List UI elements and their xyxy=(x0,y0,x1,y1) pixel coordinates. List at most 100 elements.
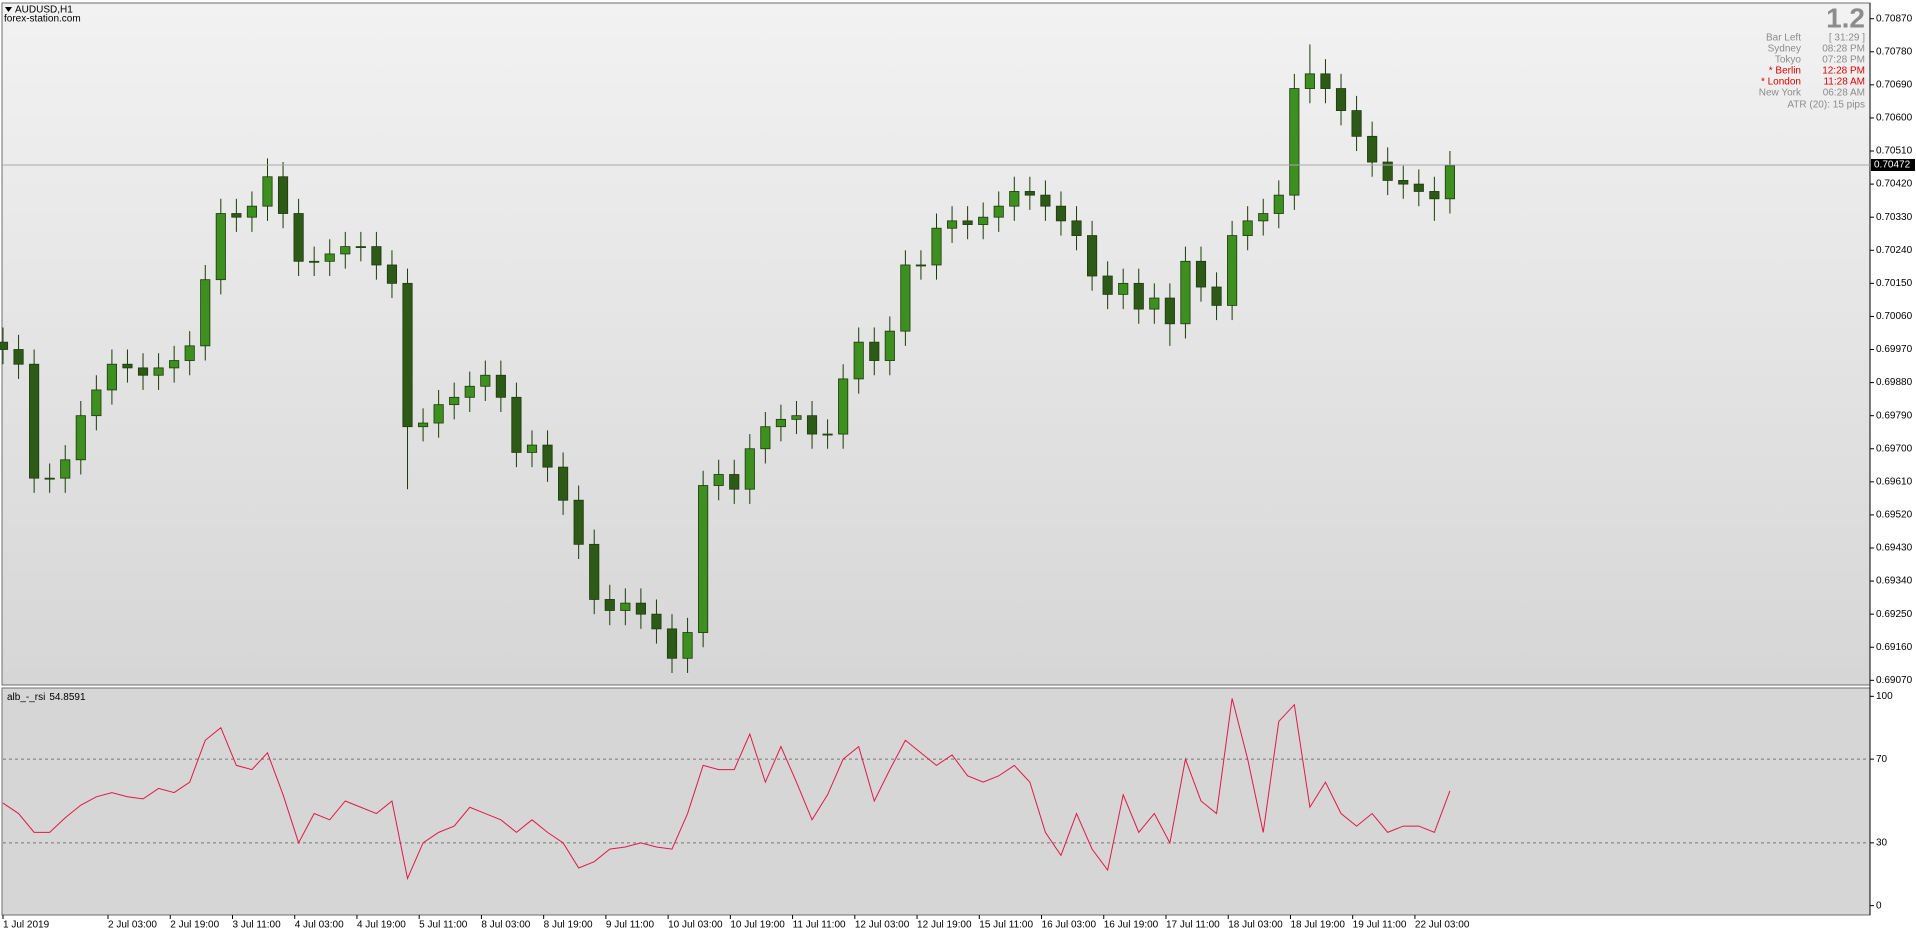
candle-body xyxy=(869,341,880,361)
candle-body xyxy=(91,389,102,417)
x-tick-label: 12 Jul 19:00 xyxy=(917,920,972,931)
candle-body xyxy=(915,264,927,267)
indicator-pane xyxy=(1,687,1871,916)
indicator-line xyxy=(2,698,1451,881)
y-tick-label: 0.69070 xyxy=(1876,675,1913,686)
y-tick-label: 0.69340 xyxy=(1876,576,1913,587)
x-tick-label: 10 Jul 03:00 xyxy=(668,920,723,931)
indicator-label: alb_-_rsi 54.8591 xyxy=(7,692,86,703)
y-tick-label: 0.70510 xyxy=(1876,146,1913,157)
candle-body xyxy=(137,367,149,376)
candle-body xyxy=(589,543,600,600)
candle-body xyxy=(480,374,491,387)
x-tick-label: 18 Jul 03:00 xyxy=(1228,920,1283,931)
y-tick-label: 0.69520 xyxy=(1876,510,1913,521)
candle-body xyxy=(822,433,833,436)
x-tick-label: 12 Jul 03:00 xyxy=(855,920,910,931)
candle-body xyxy=(1071,220,1082,236)
y-tick-label: 0.69250 xyxy=(1876,609,1913,620)
candle-body xyxy=(806,415,818,435)
x-tick-label: 9 Jul 11:00 xyxy=(606,920,655,931)
candle-body xyxy=(620,602,631,611)
x-tick-label: 10 Jul 19:00 xyxy=(730,920,785,931)
info-value: 11:28 AM xyxy=(1823,77,1865,88)
candle-body xyxy=(635,602,646,615)
y-tick-label: 0.70240 xyxy=(1876,245,1913,256)
y-tick-label: 0.69160 xyxy=(1876,642,1913,653)
candle-body xyxy=(946,220,958,229)
info-value: 06:28 AM xyxy=(1823,88,1865,99)
candle-body xyxy=(1242,220,1253,236)
candle-body xyxy=(246,205,258,218)
candle-body xyxy=(200,279,211,347)
main-pane xyxy=(1,2,1871,686)
candle-body xyxy=(122,363,133,369)
y-tick-label: 0.70060 xyxy=(1876,311,1913,322)
candle-body xyxy=(1367,135,1378,163)
candle-body xyxy=(1304,73,1315,89)
candle-body xyxy=(1413,183,1424,192)
candle-body xyxy=(60,459,71,479)
y-tick-label: 0.70150 xyxy=(1876,278,1913,289)
candle-body xyxy=(277,176,289,214)
candle-body xyxy=(1102,275,1113,295)
candle-body xyxy=(44,477,55,480)
candle-body xyxy=(75,415,86,461)
candle-body xyxy=(682,632,693,659)
x-tick-label: 2 Jul 03:00 xyxy=(108,920,157,931)
candle-body xyxy=(791,415,802,420)
x-tick-label: 18 Jul 19:00 xyxy=(1290,920,1345,931)
candle-body xyxy=(962,220,973,225)
candle-body xyxy=(1273,194,1284,214)
x-tick-label: 11 Jul 11:00 xyxy=(793,920,846,931)
candle-body xyxy=(558,466,569,501)
x-tick-label: 8 Jul 03:00 xyxy=(481,920,530,931)
info-label: Tokyo xyxy=(1775,55,1802,66)
candle-body xyxy=(184,345,195,361)
y-tick-label: 0.69880 xyxy=(1876,377,1913,388)
info-value: [ 31:29 ] xyxy=(1829,33,1865,44)
candle-body xyxy=(418,422,429,428)
y-tick-label: 0.70330 xyxy=(1876,212,1913,223)
candle-body xyxy=(666,628,678,659)
candle-body xyxy=(884,330,895,361)
candle-body xyxy=(309,260,320,263)
candle-body xyxy=(993,205,1004,218)
candle-body xyxy=(1149,297,1160,310)
candle-body xyxy=(511,396,522,453)
source-label: forex-station.com xyxy=(4,14,81,25)
candle-body xyxy=(900,264,911,332)
candle-body xyxy=(169,360,180,369)
candle-body xyxy=(1118,282,1129,295)
indicator-name: alb_-_rsi xyxy=(7,692,45,703)
x-tick-label: 4 Jul 03:00 xyxy=(295,920,344,931)
candle-body xyxy=(526,444,538,453)
candle-body xyxy=(402,282,413,428)
candle-body xyxy=(340,246,351,255)
candle-body xyxy=(1211,286,1222,306)
candle-body xyxy=(0,341,9,350)
candle-body xyxy=(1398,180,1409,185)
x-tick-label: 3 Jul 11:00 xyxy=(232,920,281,931)
y-tick-label: 0.69970 xyxy=(1876,344,1913,355)
y-tick-label: 100 xyxy=(1876,691,1893,702)
x-tick-label: 5 Jul 11:00 xyxy=(419,920,468,931)
y-tick-label: 0.70600 xyxy=(1876,113,1913,124)
info-label: New York xyxy=(1759,88,1802,99)
candle-body xyxy=(231,213,242,218)
candle-body xyxy=(1335,88,1347,111)
candle-body xyxy=(13,349,24,365)
current-price-box xyxy=(1871,158,1915,171)
candle-body xyxy=(1055,205,1067,222)
candle-body xyxy=(978,216,989,225)
candle-body xyxy=(542,444,553,468)
x-tick-label: 16 Jul 03:00 xyxy=(1042,920,1097,931)
candle-body xyxy=(1382,161,1393,181)
candle-body xyxy=(1289,88,1300,196)
candle-body xyxy=(1180,260,1191,325)
x-tick-label: 1 Jul 2019 xyxy=(3,920,50,931)
info-label: * London xyxy=(1761,77,1801,88)
candle-body xyxy=(1429,191,1440,200)
